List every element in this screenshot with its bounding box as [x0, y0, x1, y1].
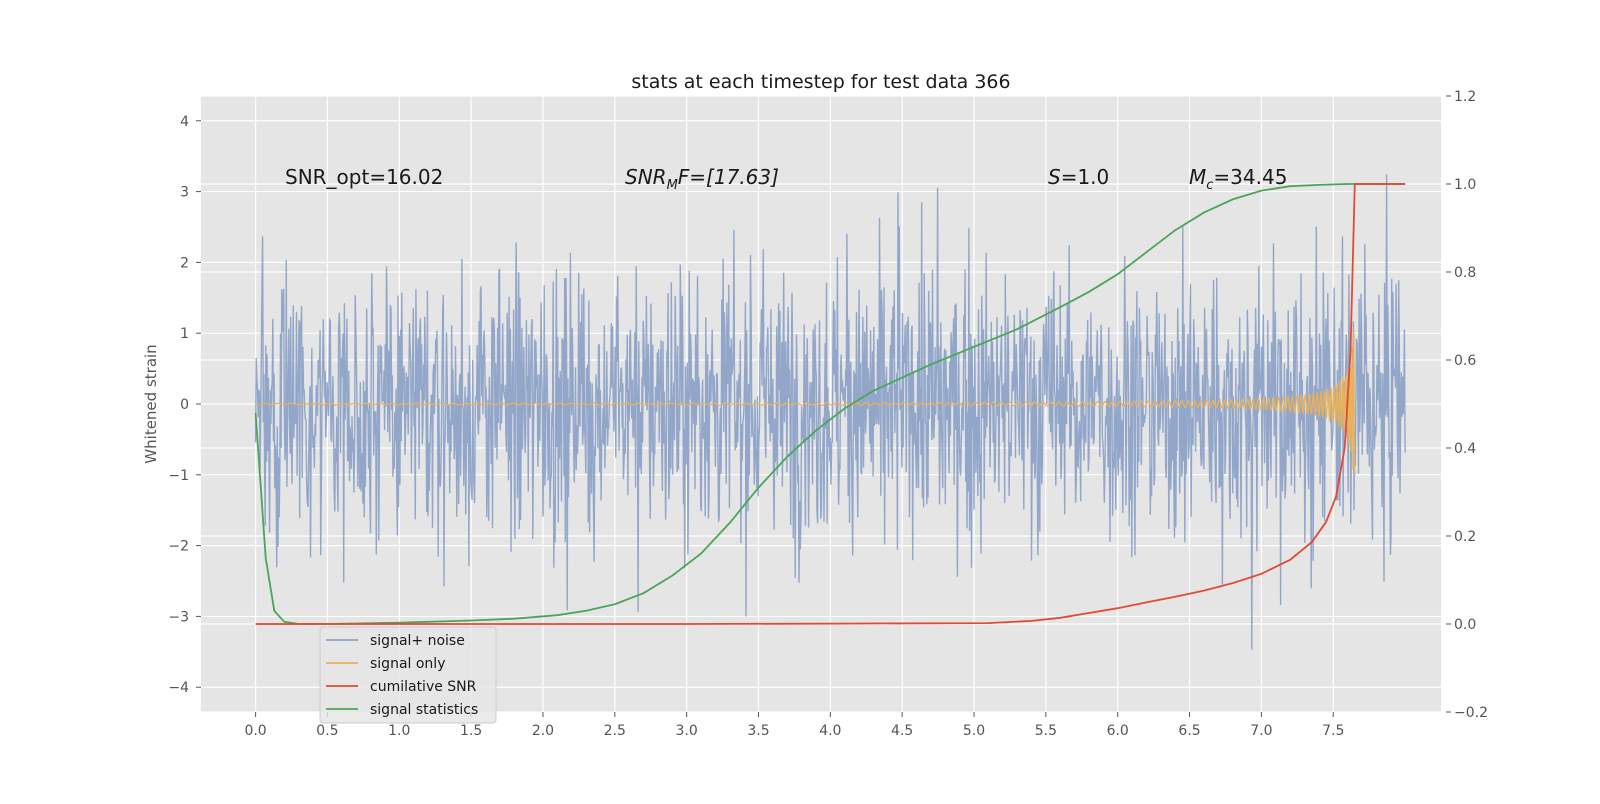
y-tick-label: 4: [180, 114, 189, 130]
y2-tick-label: 1.2: [1454, 89, 1476, 105]
x-tick-label: 7.0: [1250, 723, 1272, 739]
legend-entry-label: signal+ noise: [370, 633, 465, 649]
x-tick-label: 3.5: [747, 723, 769, 739]
series-signal-only-line: [255, 330, 1356, 476]
y-tick-label: 0: [180, 397, 189, 413]
y-axis-label: Whitened strain: [142, 344, 160, 463]
x-tick-label: 4.0: [819, 723, 841, 739]
data-layer: [254, 174, 1406, 650]
legend: signal+ noise signal only cumilative SNR si…: [319, 626, 497, 724]
x-tick-label: 6.0: [1107, 723, 1129, 739]
chart-title: stats at each timestep for test data 366: [631, 71, 1010, 93]
y2-tick-label: 1.0: [1454, 177, 1476, 193]
legend-entry-label: cumilative SNR: [370, 679, 477, 695]
series-signal-noise-line: [254, 174, 1406, 650]
legend-entry-label: signal only: [370, 656, 445, 672]
x-tick-label: 2.5: [604, 723, 626, 739]
legend-box: [319, 626, 497, 724]
y-tick-label: 3: [180, 185, 189, 201]
y2-tick-label: 0.8: [1454, 265, 1476, 281]
x-tick-label: 5.0: [963, 723, 985, 739]
y-tick-label: −2: [168, 539, 189, 555]
legend-entry-label: signal statistics: [370, 702, 478, 718]
series-signal-statistics-line: [254, 183, 1406, 625]
y2-tick-label: 0.0: [1454, 617, 1476, 633]
annotation-s: S=1.0: [1048, 165, 1109, 189]
annotation-snr-mf: SNRMF=[17.63]: [625, 165, 779, 193]
x-tick-label: 1.5: [460, 723, 482, 739]
x-tick-label: 4.5: [891, 723, 913, 739]
y-tick-label: −4: [168, 680, 189, 696]
x-tick-label: 6.5: [1178, 723, 1200, 739]
y2-tick-label: 0.2: [1454, 529, 1476, 545]
x-tick-label: 7.5: [1322, 723, 1344, 739]
x-tick-label: 0.5: [316, 723, 338, 739]
y-tick-label: 2: [180, 255, 189, 271]
axes: 0.0 0.5 1.0 1.5 2.0 2.5 3.0 3.5 4.0 4.5 5.0 5.5 6.0 6…: [168, 89, 1488, 739]
x-tick-label: 0.0: [244, 723, 266, 739]
y2-tick-label: 0.4: [1454, 441, 1476, 457]
x-tick-label: 5.5: [1035, 723, 1057, 739]
y-tick-label: −3: [168, 609, 189, 625]
series-cumulative-snr-line: [255, 183, 1406, 625]
y2-tick-label: 0.6: [1454, 353, 1476, 369]
y-tick-label: −1: [168, 468, 189, 484]
annotation-mc: Mc=34.45: [1189, 165, 1287, 193]
y2-tick-label: −0.2: [1454, 705, 1488, 721]
x-tick-label: 2.0: [532, 723, 554, 739]
x-tick-label: 1.0: [388, 723, 410, 739]
y-tick-label: 1: [180, 326, 189, 342]
annotation-snr-opt: SNR_opt=16.02: [285, 165, 443, 189]
x-tick-label: 3.0: [676, 723, 698, 739]
